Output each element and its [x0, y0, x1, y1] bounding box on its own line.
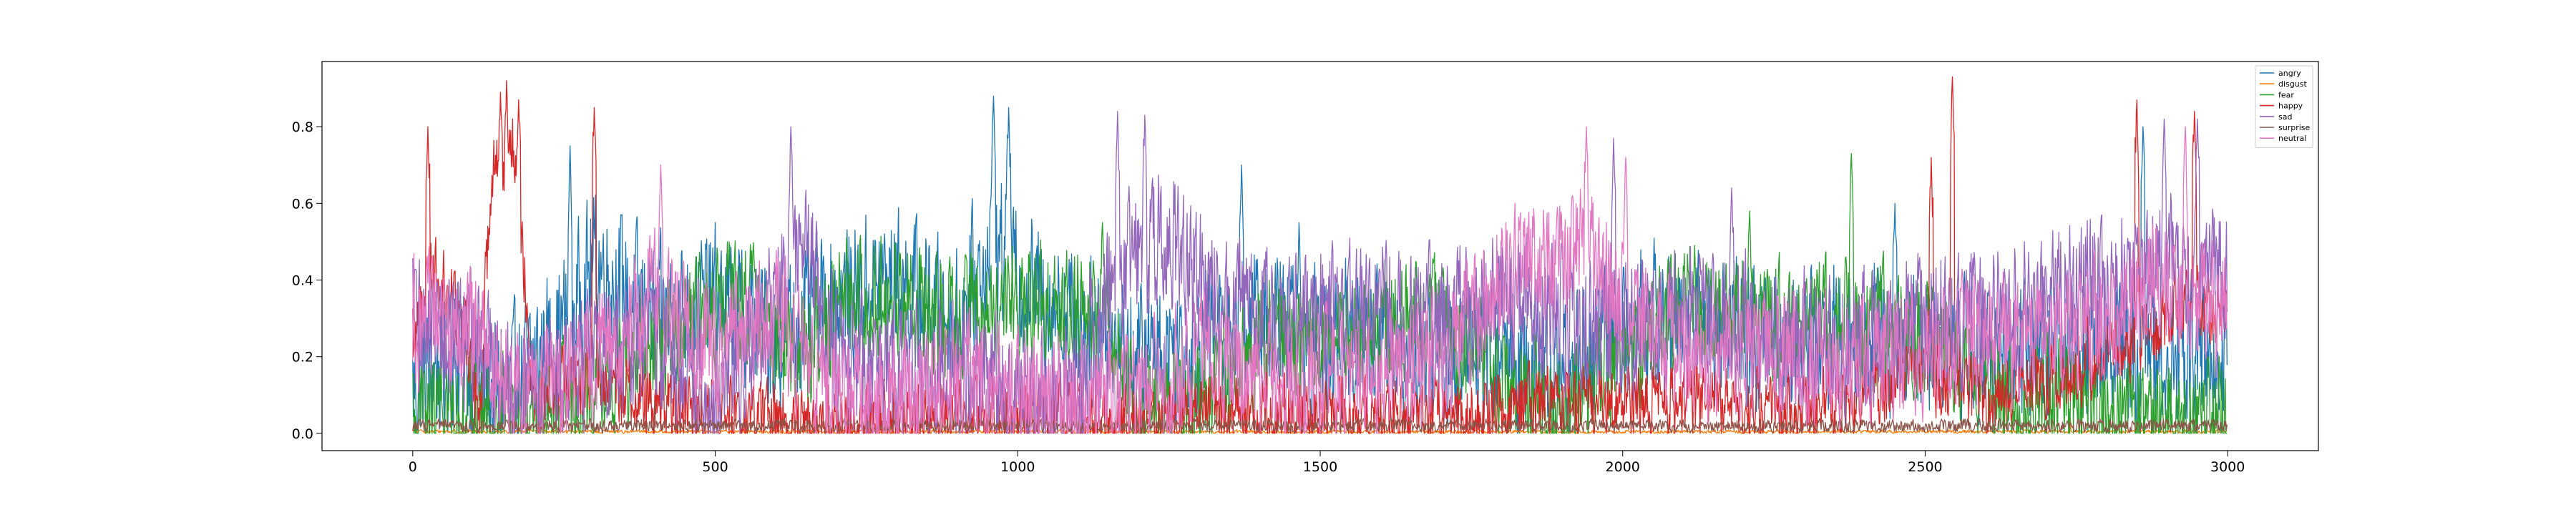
- x-tick-label: 3000: [2210, 459, 2245, 475]
- y-tick-label: 0.2: [292, 350, 313, 366]
- x-tick-label: 2000: [1606, 459, 1640, 475]
- y-tick-label: 0.4: [292, 273, 313, 288]
- x-tick-label: 1000: [1000, 459, 1035, 475]
- series-line-neutral: [412, 126, 2228, 434]
- x-tick-label: 0: [409, 459, 417, 475]
- legend-label-happy: happy: [2278, 102, 2303, 111]
- x-axis: 0 500 1000 1500 2000 2500 3000: [409, 451, 2245, 475]
- legend-label-fear: fear: [2278, 90, 2294, 99]
- legend-label-angry: angry: [2278, 69, 2301, 78]
- legend-label-sad: sad: [2278, 112, 2292, 122]
- series-group: [412, 76, 2228, 434]
- y-tick-label: 0.6: [292, 196, 313, 212]
- legend-label-neutral: neutral: [2278, 134, 2306, 143]
- x-tick-label: 1500: [1303, 459, 1337, 475]
- y-tick-label: 0.0: [292, 426, 313, 442]
- y-tick-label: 0.8: [292, 119, 313, 135]
- legend-label-disgust: disgust: [2278, 79, 2307, 89]
- x-tick-label: 2500: [1908, 459, 1942, 475]
- y-axis: 0.0 0.2 0.4 0.6 0.8: [292, 119, 322, 442]
- x-tick-label: 500: [702, 459, 728, 475]
- legend-label-surprise: surprise: [2278, 123, 2311, 132]
